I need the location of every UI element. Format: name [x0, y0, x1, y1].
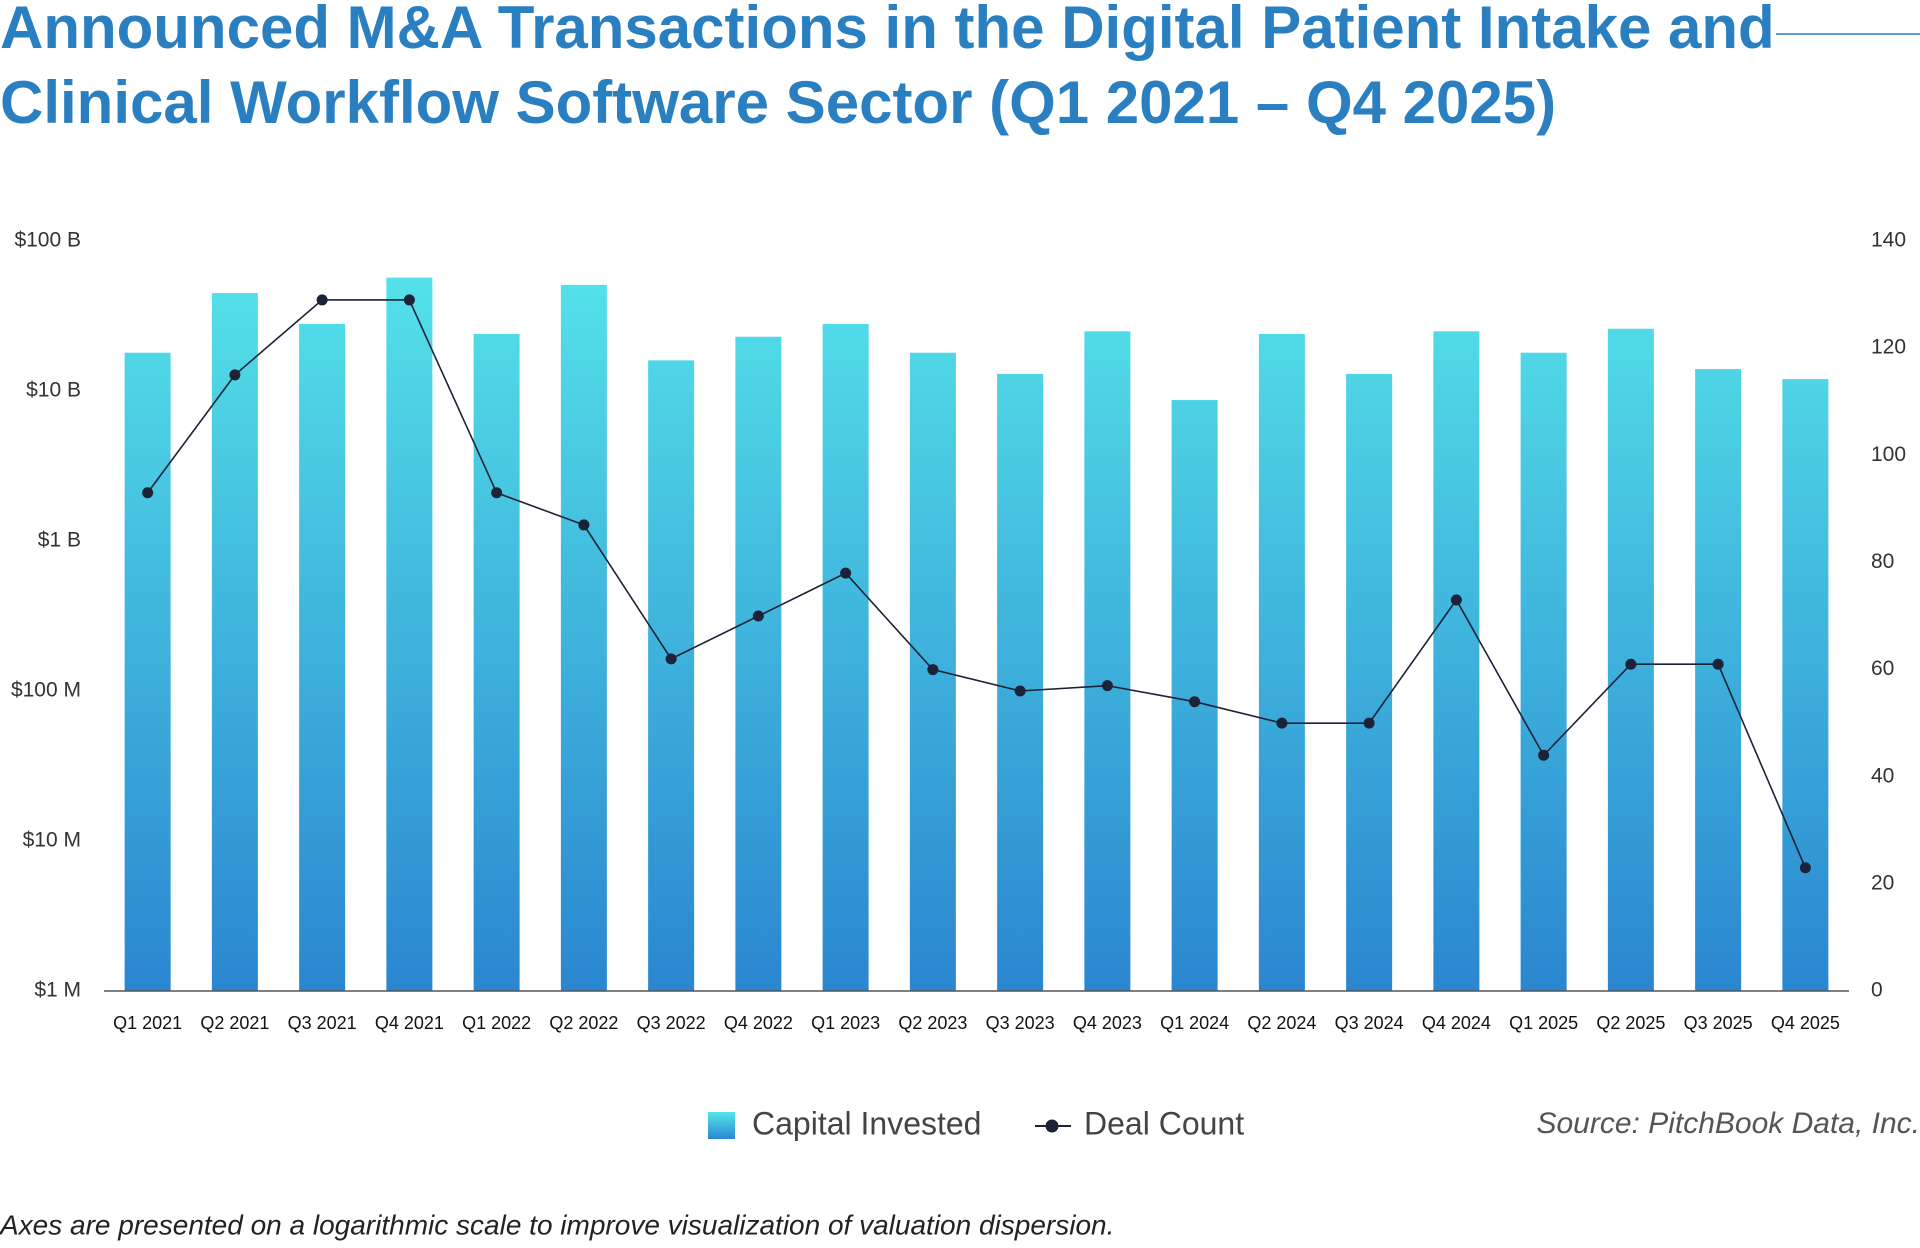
- x-tick-label: Q4 2021: [375, 1013, 444, 1033]
- deal-dot: [229, 369, 241, 381]
- deal-dot: [1799, 862, 1811, 874]
- chart-title-line: Announced M&A Transactions in the Digita…: [0, 0, 1775, 61]
- x-tick-label: Q3 2021: [288, 1013, 357, 1033]
- deal-dot: [1014, 685, 1026, 697]
- y-tick-label: $100 M: [11, 679, 81, 702]
- bar: [124, 352, 171, 992]
- legend-swatch: [708, 1112, 735, 1139]
- x-tick-label: Q2 2025: [1596, 1013, 1665, 1033]
- y2-tick-label: 80: [1871, 550, 1894, 573]
- deal-dot: [1712, 658, 1724, 670]
- deal-dot: [1538, 749, 1550, 761]
- x-tick-label: Q2 2021: [200, 1013, 269, 1033]
- x-tick-label: Q3 2024: [1335, 1013, 1404, 1033]
- y-tick-label: $1 M: [34, 979, 81, 1002]
- deal-dot: [1363, 717, 1375, 729]
- x-tick-label: Q3 2023: [986, 1013, 1055, 1033]
- bar: [735, 336, 782, 991]
- bar: [473, 333, 520, 991]
- x-tick-label: Q4 2024: [1422, 1013, 1491, 1033]
- bar: [299, 323, 346, 992]
- x-tick-label: Q1 2022: [462, 1013, 531, 1033]
- bar: [1346, 373, 1393, 991]
- deal-dot: [927, 664, 939, 676]
- bar: [211, 293, 258, 991]
- deal-dot: [1450, 594, 1462, 606]
- bar: [1171, 400, 1218, 991]
- x-tick-label: Q1 2025: [1509, 1013, 1578, 1033]
- x-tick-label: Q3 2022: [637, 1013, 706, 1033]
- x-tick-label: Q1 2024: [1160, 1013, 1229, 1033]
- x-tick-label: Q2 2024: [1247, 1013, 1316, 1033]
- x-tick-label: Q4 2025: [1771, 1013, 1840, 1033]
- bar: [1520, 352, 1567, 992]
- x-tick-label: Q1 2023: [811, 1013, 880, 1033]
- legend-label: Deal Count: [1084, 1105, 1244, 1141]
- deal-dot: [1189, 696, 1201, 708]
- deal-line: [146, 299, 1807, 869]
- bar: [997, 373, 1044, 991]
- deal-dot: [840, 567, 852, 579]
- bar: [1782, 379, 1829, 991]
- y2-tick-label: 140: [1871, 229, 1906, 252]
- legend-label: Capital Invested: [752, 1105, 981, 1141]
- source: Source: PitchBook Data, Inc.: [1536, 1107, 1920, 1140]
- deal-dot: [1101, 680, 1113, 692]
- bar: [648, 360, 695, 992]
- deal-dot: [1276, 717, 1288, 729]
- deal-dot: [316, 294, 328, 306]
- y2-tick-label: 120: [1871, 336, 1906, 359]
- x-tick-label: Q4 2023: [1073, 1013, 1142, 1033]
- bar: [1084, 331, 1131, 992]
- legend-dot: [1045, 1119, 1059, 1133]
- chart-title-line: Clinical Workflow Software Sector (Q1 20…: [0, 69, 1556, 136]
- deal-dot: [403, 294, 415, 306]
- y2-tick-label: 0: [1871, 979, 1883, 1002]
- x-tick-label: Q3 2025: [1684, 1013, 1753, 1033]
- deal-dot: [752, 610, 764, 622]
- bar: [560, 284, 607, 991]
- note: Axes are presented on a logarithmic scal…: [0, 1209, 1114, 1240]
- bar: [1258, 333, 1305, 991]
- bar: [1695, 369, 1742, 991]
- y2-tick-label: 40: [1871, 764, 1894, 787]
- x-tick-label: Q2 2023: [898, 1013, 967, 1033]
- y2-tick-label: 20: [1871, 871, 1894, 894]
- deal-dot: [491, 487, 503, 499]
- deal-dot: [1625, 658, 1637, 670]
- bar: [822, 323, 869, 992]
- y2-tick-label: 100: [1871, 443, 1906, 466]
- deal-dot: [142, 487, 154, 499]
- y-tick-label: $100 B: [14, 229, 81, 252]
- deal-dot: [578, 519, 590, 531]
- y-tick-label: $1 B: [38, 529, 81, 552]
- x-tick-label: Q4 2022: [724, 1013, 793, 1033]
- deal-dot: [665, 653, 677, 665]
- y-tick-label: $10 M: [23, 829, 81, 852]
- x-tick-label: Q1 2021: [113, 1013, 182, 1033]
- bar: [1433, 331, 1480, 992]
- bar: [386, 277, 433, 991]
- y2-tick-label: 60: [1871, 657, 1894, 680]
- y-tick-label: $10 B: [26, 379, 81, 402]
- x-tick-label: Q2 2022: [549, 1013, 618, 1033]
